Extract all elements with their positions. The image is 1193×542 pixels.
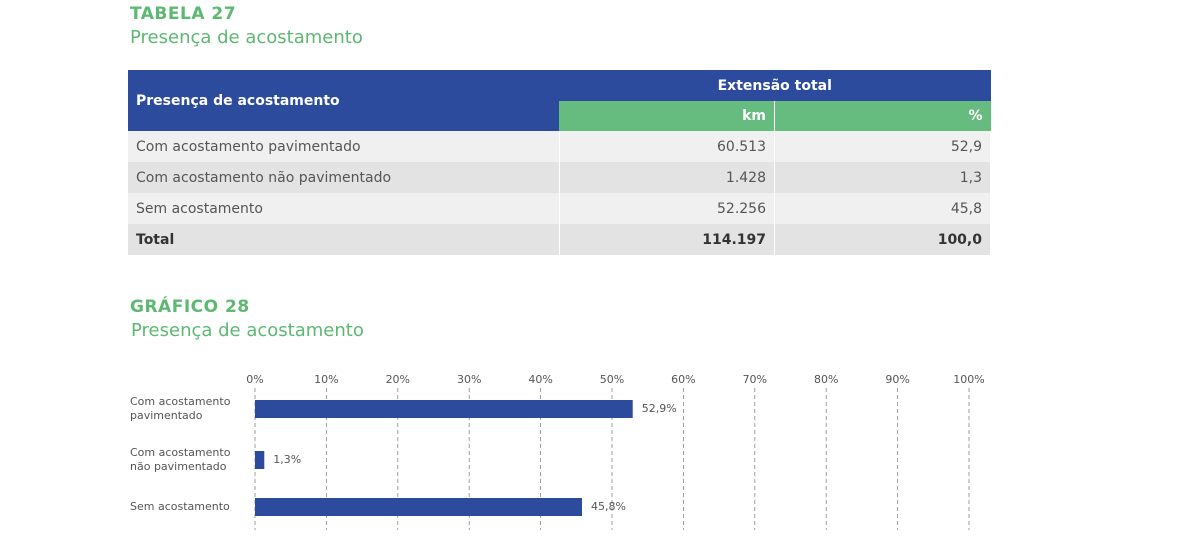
chart-label: GRÁFICO 28	[130, 297, 250, 317]
x-tick-label: 80%	[814, 373, 838, 386]
table-cell: Com acostamento pavimentado	[128, 131, 560, 162]
x-tick-label: 50%	[600, 373, 624, 386]
table-row: Com acostamento não pavimentado 1.428 1,3	[128, 162, 991, 193]
table-label: TABELA 27	[130, 4, 237, 24]
table-cell: 114.197	[559, 224, 775, 255]
table-title: Presença de acostamento	[130, 27, 363, 48]
bar	[255, 400, 633, 418]
x-tick-label: 100%	[953, 373, 984, 386]
value-label: 45,8%	[591, 500, 626, 513]
x-tick-label: 20%	[386, 373, 410, 386]
row-head: Presença de acostamento	[128, 70, 559, 131]
table-cell: 45,8	[774, 193, 991, 224]
x-tick-label: 90%	[885, 373, 909, 386]
category-label: Com acostamento não pavimentado	[130, 446, 231, 473]
table-row: Com acostamento pavimentado 60.513 52,9	[128, 131, 991, 162]
x-tick-label: 0%	[246, 373, 263, 386]
group-head: Extensão total	[559, 70, 991, 101]
bar	[255, 498, 583, 516]
table-cell: 1,3	[774, 162, 991, 193]
table-cell: 60.513	[559, 131, 775, 162]
x-tick-label: 70%	[743, 373, 767, 386]
table-row: Total 114.197 100,0	[128, 224, 991, 255]
x-tick-label: 30%	[457, 373, 481, 386]
bar	[255, 451, 265, 469]
table-cell: 100,0	[774, 224, 991, 255]
chart-title: Presença de acostamento	[131, 320, 364, 341]
table-cell: 52,9	[774, 131, 991, 162]
x-tick-label: 40%	[528, 373, 552, 386]
table-cell: 52.256	[559, 193, 775, 224]
table-cell: Com acostamento não pavimentado	[128, 162, 560, 193]
table: Presença de acostamento Extensão total k…	[128, 70, 991, 255]
pct-head: %	[774, 101, 991, 131]
table-cell: Total	[128, 224, 560, 255]
category-label: Sem acostamento	[130, 500, 230, 513]
x-tick-label: 10%	[314, 373, 338, 386]
value-label: 1,3%	[273, 453, 301, 466]
category-label: Com acostamento pavimentado	[130, 395, 231, 422]
table-row: Sem acostamento 52.256 45,8	[128, 193, 991, 224]
table-cell: Sem acostamento	[128, 193, 560, 224]
table-cell: 1.428	[559, 162, 775, 193]
x-tick-label: 60%	[671, 373, 695, 386]
km-head: km	[559, 101, 775, 131]
value-label: 52,9%	[642, 402, 677, 415]
